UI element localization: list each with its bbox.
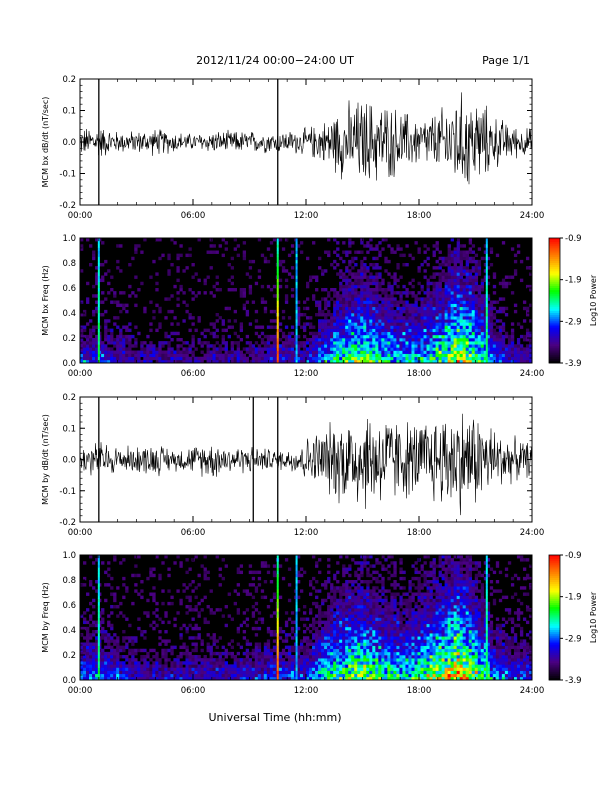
waveform-trace <box>80 92 532 185</box>
spectrogram-event-line <box>295 555 298 681</box>
spectrogram-event-line <box>276 555 279 681</box>
y-tick-label: 1.0 <box>62 234 76 244</box>
spectrogram-cells <box>80 238 532 363</box>
y-tick-label: 0.8 <box>62 576 76 586</box>
x-tick-label: 00:00 <box>68 528 93 538</box>
figure-title: 2012/11/24 00:00−24:00 UT <box>196 54 354 67</box>
x-tick-label: 18:00 <box>407 369 432 379</box>
y-axis-label: MCM bx dB/dt (nT/sec) <box>41 97 50 188</box>
waveform-trace <box>80 413 532 516</box>
x-tick-label: 06:00 <box>181 686 206 696</box>
y-tick-label: 0.2 <box>62 651 76 661</box>
x-tick-label: 24:00 <box>520 528 545 538</box>
colorbar-tick-label: -1.9 <box>565 593 582 603</box>
colorbar-tick-label: -3.9 <box>565 676 582 686</box>
colorbar-tick-label: -2.9 <box>565 317 582 327</box>
y-tick-label: 0.2 <box>62 334 76 344</box>
y-axis-label: MCM by dB/dt (nT/sec) <box>41 414 50 505</box>
y-tick-label: 0.4 <box>62 309 76 319</box>
x-tick-label: 00:00 <box>68 211 93 221</box>
colorbar: -0.9 -1.9 -2.9 -3.9 Log10 Power <box>548 234 598 369</box>
x-tick-label: 12:00 <box>294 369 319 379</box>
y-tick-label: 0.0 <box>62 456 76 466</box>
colorbar-tick-label: -0.9 <box>565 551 582 561</box>
spectrogram-event-line <box>276 238 279 364</box>
y-tick-label: 0.0 <box>62 138 76 148</box>
colorbar-tick-label: -1.9 <box>565 276 582 286</box>
y-tick-label: -0.1 <box>59 487 76 497</box>
x-tick-label: 18:00 <box>407 686 432 696</box>
x-axis-label: Universal Time (hh:mm) <box>209 711 342 724</box>
spectrogram-event-line <box>485 238 488 364</box>
colorbar-label: Log10 Power <box>589 591 598 643</box>
x-tick-label: 06:00 <box>181 211 206 221</box>
panels: -0.2 -0.1 0.0 0.1 0.2 00:00 06:00 12:00 18:00 24:… <box>41 75 598 696</box>
panel-bx-waveform: -0.2 -0.1 0.0 0.1 0.2 00:00 06:00 12:00 18:00 24:… <box>41 75 544 221</box>
colorbar-frame <box>548 554 561 681</box>
spectrogram-event-line <box>295 238 298 364</box>
x-tick-label: 12:00 <box>294 211 319 221</box>
colorbar-frame <box>548 237 561 364</box>
y-tick-label: -0.1 <box>59 170 76 180</box>
colorbar-label: Log10 Power <box>589 274 598 326</box>
y-axis-label: MCM by Freq (Hz) <box>41 582 50 652</box>
colorbar-tick-label: -2.9 <box>565 634 582 644</box>
panel-by-spectrogram: 0.0 0.2 0.4 0.6 0.8 1.0 00:00 06:00 12:00 18:00 24… <box>41 551 598 696</box>
spectrogram-event-line <box>97 238 100 364</box>
y-tick-label: 0.2 <box>62 75 76 85</box>
y-axis-label: MCM bx Freq (Hz) <box>41 265 50 335</box>
spectrogram-event-line <box>97 555 100 681</box>
y-tick-label: 0.0 <box>62 676 76 686</box>
y-tick-label: 0.4 <box>62 626 76 636</box>
x-tick-label: 00:00 <box>68 369 93 379</box>
y-tick-label: 1.0 <box>62 551 76 561</box>
panel-bx-spectrogram: 0.0 0.2 0.4 0.6 0.8 1.0 00:00 06:00 12:00 18:00 24… <box>41 234 598 379</box>
colorbar: -0.9 -1.9 -2.9 -3.9 Log10 Power <box>548 551 598 686</box>
spectrogram-event-line <box>485 555 488 681</box>
y-tick-label: 0.1 <box>62 107 76 117</box>
colorbar-tick-label: -0.9 <box>565 234 582 244</box>
panel-by-waveform: -0.2 -0.1 0.0 0.1 0.2 00:00 06:00 12:00 18:00 24:… <box>41 393 544 538</box>
x-tick-label: 24:00 <box>520 211 545 221</box>
x-tick-label: 12:00 <box>294 528 319 538</box>
page-number: Page 1/1 <box>482 54 530 67</box>
x-tick-label: 18:00 <box>407 211 432 221</box>
y-tick-label: 0.2 <box>62 393 76 403</box>
colorbar-tick-label: -3.9 <box>565 359 582 369</box>
x-tick-label: 24:00 <box>520 369 545 379</box>
y-tick-label: 0.8 <box>62 259 76 269</box>
y-tick-label: -0.2 <box>59 201 76 211</box>
x-tick-label: 06:00 <box>181 528 206 538</box>
x-tick-label: 12:00 <box>294 686 319 696</box>
y-tick-label: 0.6 <box>62 284 76 294</box>
x-tick-label: 24:00 <box>520 686 545 696</box>
y-tick-label: 0.1 <box>62 424 76 434</box>
y-tick-label: 0.6 <box>62 601 76 611</box>
x-tick-label: 00:00 <box>68 686 93 696</box>
y-tick-label: -0.2 <box>59 518 76 528</box>
x-tick-label: 06:00 <box>181 369 206 379</box>
y-tick-label: 0.0 <box>62 359 76 369</box>
x-tick-label: 18:00 <box>407 528 432 538</box>
